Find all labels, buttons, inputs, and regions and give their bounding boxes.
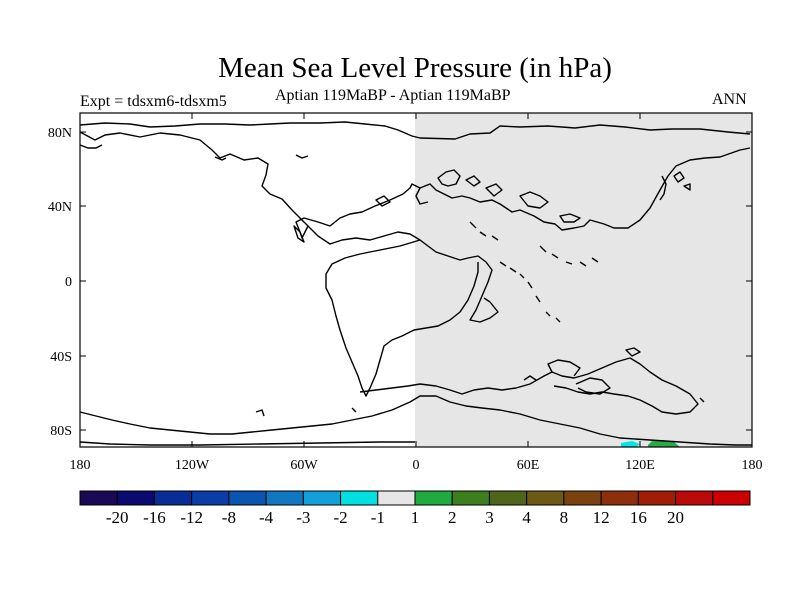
colorbar-swatch	[600, 490, 639, 506]
lon-tick-label: 180	[742, 458, 763, 473]
colorbar-label: -4	[259, 508, 274, 527]
experiment-label: Expt = tdsxm6-tdsxm5	[80, 93, 227, 110]
colorbar-label: 16	[630, 508, 647, 527]
colorbar-swatch	[675, 490, 714, 506]
lon-tick-label: 120E	[625, 458, 655, 473]
lat-tick-label: 40N	[48, 200, 72, 215]
season-label: ANN	[712, 91, 747, 108]
lat-tick-label: 80S	[50, 424, 72, 439]
coastlines	[79, 121, 752, 446]
colorbar-label: -2	[333, 508, 347, 527]
colorbar-label: -1	[371, 508, 385, 527]
colorbar-swatch	[228, 490, 267, 506]
colorbar-swatch	[563, 490, 602, 506]
colorbar-swatch	[340, 490, 379, 506]
lon-tick-label: 120W	[175, 458, 210, 473]
lat-tick-label: 80N	[48, 126, 72, 141]
colorbar-swatch	[265, 490, 304, 506]
colorbar-label: -3	[296, 508, 310, 527]
lat-tick-label: 0	[65, 275, 72, 290]
colorbar-label: -20	[106, 508, 129, 527]
colorbar-label: 4	[522, 508, 531, 527]
lon-tick-label: 180	[70, 458, 91, 473]
colorbar-swatch	[637, 490, 677, 506]
colorbar-swatch	[79, 490, 118, 506]
colorbar-swatch	[488, 490, 528, 506]
colorbar-swatch	[377, 490, 416, 506]
colorbar-swatch	[153, 490, 193, 506]
lon-tick-label: 0	[413, 458, 420, 473]
lon-tick-label: 60E	[517, 458, 540, 473]
colorbar-label: 1	[411, 508, 420, 527]
colorbar-swatch	[712, 490, 751, 506]
colorbar-label: -8	[222, 508, 236, 527]
lon-tick-label: 60W	[290, 458, 318, 473]
colorbar-swatch	[116, 490, 155, 506]
colorbar-swatch	[451, 490, 490, 506]
period-subtitle: Aptian 119MaBP - Aptian 119MaBP	[275, 87, 511, 104]
colorbar-label: 2	[448, 508, 457, 527]
chart-title: Mean Sea Level Pressure (in hPa)	[218, 52, 612, 84]
colorbar-label: 20	[667, 508, 684, 527]
colorbar-swatch	[191, 490, 230, 506]
colorbar-swatch	[302, 490, 342, 506]
anomaly-patch-cyan	[621, 441, 640, 447]
colorbar-label: 8	[560, 508, 569, 527]
colorbar-swatch	[526, 490, 565, 506]
axis-ticks	[80, 113, 752, 447]
colorbar-swatch	[414, 490, 453, 506]
colorbar-label: -16	[143, 508, 166, 527]
lat-tick-label: 40S	[50, 350, 72, 365]
colorbar-label: 3	[485, 508, 494, 527]
colorbar-label: 12	[593, 508, 610, 527]
colorbar-label: -12	[180, 508, 203, 527]
